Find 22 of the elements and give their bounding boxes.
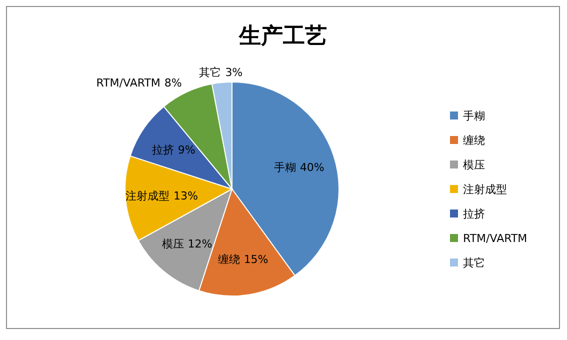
- legend-label: 模压: [463, 158, 485, 172]
- legend-label: 缠绕: [463, 134, 485, 147]
- data-label: 15%: [244, 252, 268, 266]
- data-label: 9%: [178, 143, 196, 156]
- legend-label: 拉挤: [463, 208, 485, 220]
- data-label: 40%: [300, 161, 324, 174]
- data-label: 8%: [164, 76, 182, 90]
- slice-label: 缠绕: [218, 252, 240, 266]
- legend-label: 手糊: [463, 110, 485, 122]
- slice-label: 手糊: [274, 161, 296, 174]
- legend-label: 注射成型: [463, 183, 507, 196]
- data-label: 13%: [173, 190, 198, 203]
- slice-label: RTM/VARTM: [96, 76, 160, 90]
- data-label: 3%: [225, 66, 243, 79]
- slice-label: 模压: [162, 237, 184, 250]
- slice-label: 注射成型: [125, 190, 170, 203]
- data-label: 12%: [188, 237, 212, 250]
- legend-label: 其它: [463, 256, 485, 270]
- slice-label: 拉挤: [152, 143, 174, 156]
- legend-label: RTM/VARTM: [463, 232, 528, 245]
- slice-label: 其它: [199, 66, 222, 79]
- chart-title: 生产工艺: [238, 23, 327, 49]
